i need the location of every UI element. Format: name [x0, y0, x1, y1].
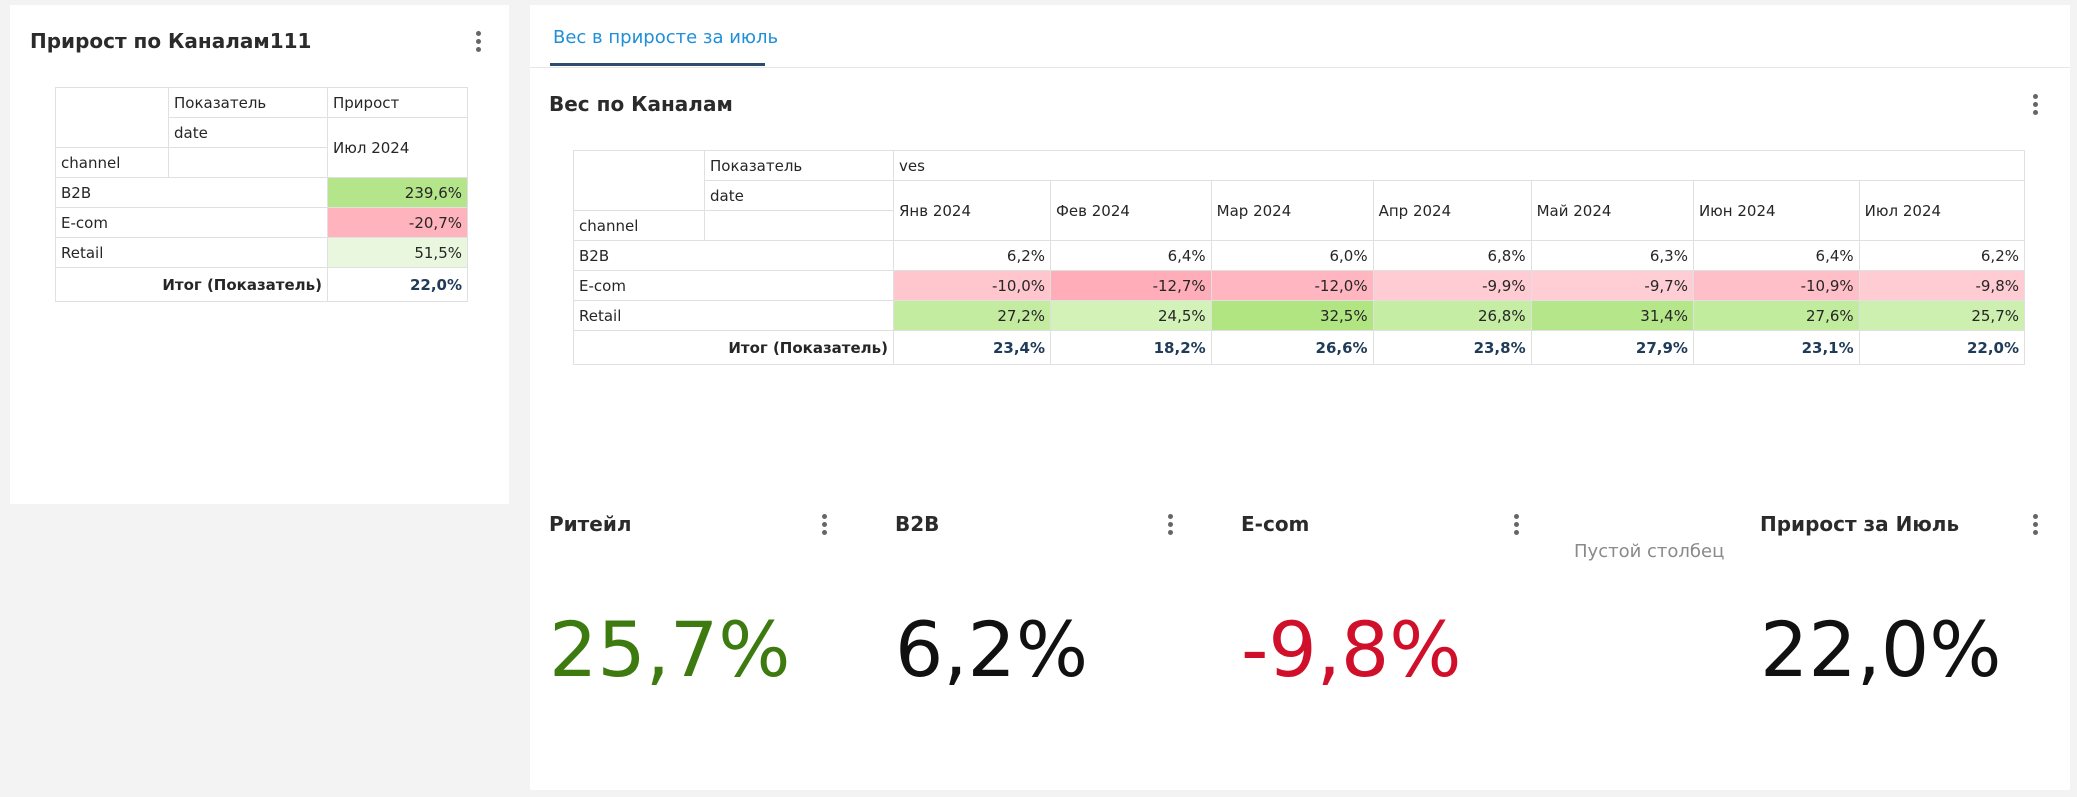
- row-value: -12,7%: [1050, 270, 1212, 301]
- kpi-b2b-title: B2B: [895, 512, 940, 536]
- header-date: date: [168, 117, 328, 148]
- left-card-title: Прирост по Каналам111: [30, 29, 312, 53]
- row-value: 6,2%: [1858, 240, 2026, 271]
- more-menu-icon[interactable]: [2033, 94, 2039, 118]
- header-month: Мар 2024: [1210, 180, 1374, 241]
- total-value: 23,1%: [1692, 330, 1860, 365]
- table-row: B2B 239,6%: [55, 177, 468, 208]
- header-measure: ves: [893, 150, 2025, 181]
- active-tab-indicator: [550, 63, 765, 66]
- row-label: Retail: [55, 237, 328, 268]
- total-value: 23,8%: [1372, 330, 1532, 365]
- left-card: Прирост по Каналам111 Показатель Прирост…: [10, 5, 509, 504]
- row-value: 24,5%: [1050, 300, 1212, 331]
- header-month: Июн 2024: [1692, 180, 1860, 241]
- empty-column-label: Пустой столбец: [1574, 541, 1725, 562]
- more-menu-icon[interactable]: [822, 514, 828, 538]
- header-month: Май 2024: [1530, 180, 1694, 241]
- more-menu-icon[interactable]: [476, 31, 482, 55]
- row-label: B2B: [573, 240, 894, 271]
- table-row: Retail 51,5%: [55, 237, 468, 268]
- kpi-growth-value: 22,0%: [1760, 605, 2002, 694]
- row-value: 6,0%: [1210, 240, 1374, 271]
- header-date: date: [704, 180, 894, 211]
- row-value: -9,7%: [1530, 270, 1694, 301]
- row-label: B2B: [55, 177, 328, 208]
- kpi-b2b-value: 6,2%: [895, 605, 1089, 694]
- row-value: 6,8%: [1372, 240, 1532, 271]
- table-row: E-com -10,0% -12,7% -12,0% -9,9% -9,7% -10,9% -…: [573, 270, 2026, 301]
- total-row: Итог (Показатель) 22,0%: [55, 267, 468, 302]
- table-row: Retail 27,2% 24,5% 32,5% 26,8% 31,4% 27,6% 25,7…: [573, 300, 2026, 331]
- kpi-retail-title: Ритейл: [549, 512, 632, 536]
- kpi-growth-title: Прирост за Июль: [1760, 512, 1960, 536]
- row-value: -9,8%: [1858, 270, 2026, 301]
- row-value: 27,2%: [892, 300, 1052, 331]
- header-indicator: Показатель: [168, 87, 328, 118]
- total-value: 22,0%: [1858, 330, 2026, 365]
- row-value: -10,0%: [892, 270, 1052, 301]
- weight-pivot-table: Показатель ves date Янв 2024 Фев 2024 Мар …: [573, 150, 2026, 365]
- row-value: 6,3%: [1530, 240, 1694, 271]
- header-channel: channel: [573, 210, 705, 241]
- kpi-retail-value: 25,7%: [549, 605, 791, 694]
- row-value: 6,2%: [892, 240, 1052, 271]
- total-value: 23,4%: [892, 330, 1052, 365]
- total-value: 27,9%: [1530, 330, 1694, 365]
- row-value: 25,7%: [1858, 300, 2026, 331]
- row-value: 31,4%: [1530, 300, 1694, 331]
- row-label: E-com: [573, 270, 894, 301]
- header-month: Июл 2024: [327, 117, 468, 178]
- row-value: 6,4%: [1050, 240, 1212, 271]
- row-value: -9,9%: [1372, 270, 1532, 301]
- row-value: 32,5%: [1210, 300, 1374, 331]
- total-label: Итог (Показатель): [573, 330, 894, 365]
- main-card: [530, 5, 2070, 790]
- row-value: 26,8%: [1372, 300, 1532, 331]
- header-month: Фев 2024: [1050, 180, 1212, 241]
- header-indicator: Показатель: [704, 150, 894, 181]
- row-value: -20,7%: [327, 207, 468, 238]
- header-measure: Прирост: [327, 87, 468, 118]
- header-month: Июл 2024: [1858, 180, 2026, 241]
- kpi-ecom-value: -9,8%: [1241, 605, 1462, 694]
- header-channel: channel: [55, 147, 169, 178]
- total-value: 18,2%: [1050, 330, 1212, 365]
- table-row: E-com -20,7%: [55, 207, 468, 238]
- more-menu-icon[interactable]: [1168, 514, 1174, 538]
- more-menu-icon[interactable]: [2033, 514, 2039, 538]
- row-value: 51,5%: [327, 237, 468, 268]
- header-month: Янв 2024: [892, 180, 1052, 241]
- row-value: 6,4%: [1692, 240, 1860, 271]
- row-value: -10,9%: [1692, 270, 1860, 301]
- tab-weight-july[interactable]: Вес в приросте за июль: [553, 27, 779, 48]
- tab-bar: Вес в приросте за июль: [530, 5, 2070, 68]
- row-value: 27,6%: [1692, 300, 1860, 331]
- total-row: Итог (Показатель) 23,4% 18,2% 26,6% 23,8% 27,…: [573, 330, 2026, 365]
- row-label: E-com: [55, 207, 328, 238]
- row-label: Retail: [573, 300, 894, 331]
- growth-pivot-table: Показатель Прирост date Июл 2024 channel…: [55, 87, 468, 302]
- kpi-ecom-title: E-com: [1241, 512, 1310, 536]
- weight-card-title: Вес по Каналам: [549, 92, 733, 116]
- row-value: 239,6%: [327, 177, 468, 208]
- header-month: Апр 2024: [1372, 180, 1532, 241]
- more-menu-icon[interactable]: [1514, 514, 1520, 538]
- total-label: Итог (Показатель): [55, 267, 328, 302]
- row-value: -12,0%: [1210, 270, 1374, 301]
- total-value: 22,0%: [327, 267, 468, 302]
- total-value: 26,6%: [1210, 330, 1374, 365]
- table-row: B2B 6,2% 6,4% 6,0% 6,8% 6,3% 6,4% 6,2%: [573, 240, 2026, 271]
